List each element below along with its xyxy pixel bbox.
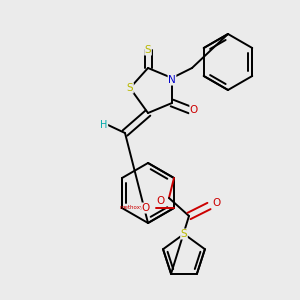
- Text: O: O: [213, 198, 221, 208]
- Text: O: O: [190, 105, 198, 115]
- Text: methoxy: methoxy: [120, 206, 144, 211]
- Text: H: H: [100, 120, 108, 130]
- Text: O: O: [142, 203, 150, 213]
- Text: S: S: [145, 45, 151, 55]
- Text: O: O: [157, 196, 165, 206]
- Text: N: N: [168, 75, 176, 85]
- Text: S: S: [181, 229, 187, 239]
- Text: S: S: [127, 83, 133, 93]
